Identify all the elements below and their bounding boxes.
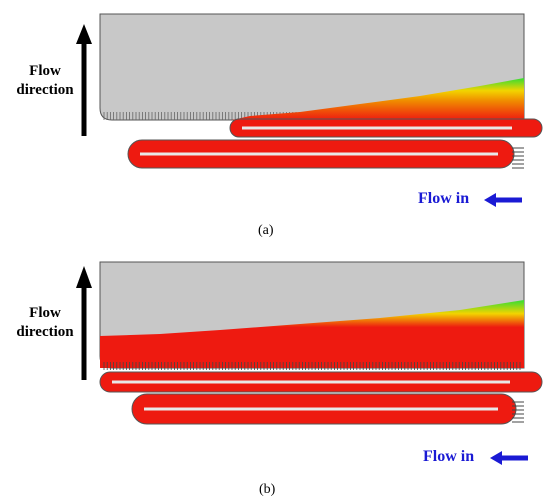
- flow-direction-label-b: Flow direction: [10, 304, 80, 342]
- flow-direction-line2-a: direction: [16, 82, 74, 98]
- outlet-fins-a: [512, 147, 524, 169]
- fin-comb-b: [103, 362, 521, 370]
- flow-in-label-a: Flow in: [418, 190, 470, 207]
- flow-direction-label-a: Flow direction: [10, 62, 80, 100]
- flow-in-label-b: Flow in: [423, 448, 475, 465]
- flow-direction-line1-a: Flow: [29, 63, 61, 79]
- panel-label-a: (a): [258, 223, 274, 238]
- flow-direction-line2-b: direction: [16, 324, 74, 340]
- panel-a-graphics: [76, 13, 543, 207]
- outlet-fins-b: [512, 401, 524, 423]
- flow-in-arrowhead-a: [484, 193, 496, 207]
- flow-direction-arrowhead-a: [76, 24, 92, 44]
- panel-label-b: (b): [259, 482, 276, 497]
- flow-direction-arrowhead-b: [76, 266, 92, 288]
- contour-region-a: [232, 78, 524, 120]
- flow-in-arrowhead-b: [490, 451, 502, 465]
- panel-b-graphics: [76, 261, 543, 465]
- flow-direction-line1-b: Flow: [29, 305, 61, 321]
- contour-region-b: [100, 300, 524, 368]
